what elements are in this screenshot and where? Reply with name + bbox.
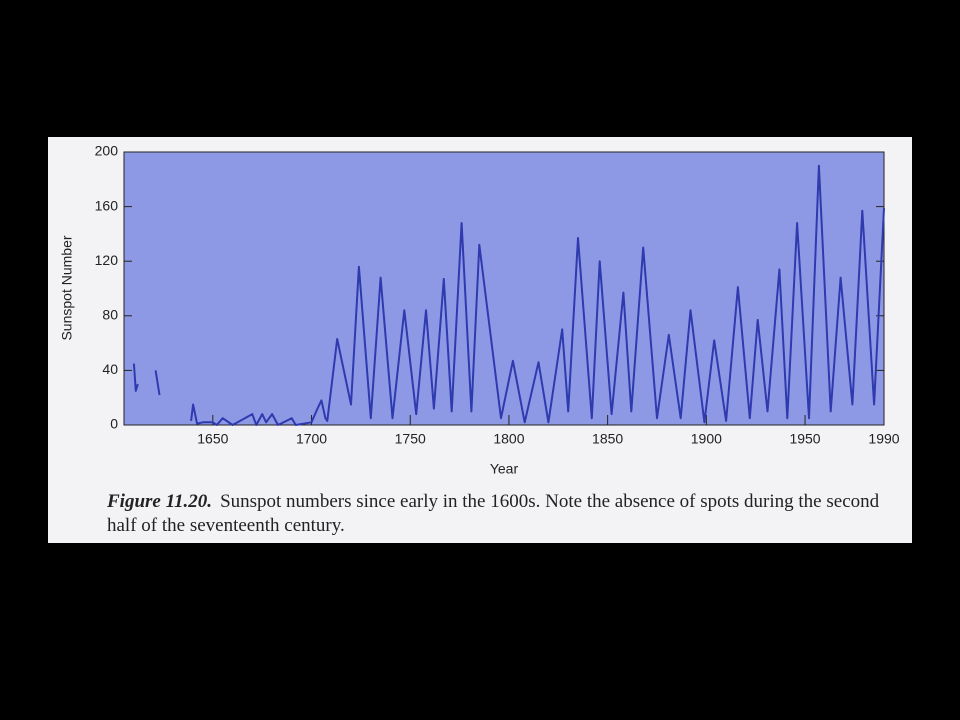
y-tick-label: 200 [95,143,119,159]
y-tick-label: 160 [95,197,119,213]
caption-label: Figure 11.20. [107,491,213,512]
y-tick-label: 40 [102,361,118,377]
y-tick-label: 120 [95,252,119,268]
y-tick-label: 80 [102,307,118,323]
x-tick-label: 1850 [592,431,623,447]
y-axis-label: Sunspot Number [59,235,75,340]
x-tick-label: 1900 [691,431,722,447]
x-tick-label: 1700 [296,431,327,447]
caption-text: Sunspot numbers since early in the 1600s… [107,491,880,536]
x-tick-label: 1650 [197,431,228,447]
x-tick-label: 1950 [789,431,820,447]
caption: Figure 11.20. Sunspot numbers since early… [107,490,887,538]
x-axis-label: Year [490,461,519,477]
x-tick-label: 1990 [868,431,899,447]
sunspot-line [132,164,885,426]
plot-area [123,151,885,426]
x-tick-label: 1800 [493,431,524,447]
y-tick-label: 0 [110,416,118,432]
x-tick-label: 1750 [395,431,426,447]
